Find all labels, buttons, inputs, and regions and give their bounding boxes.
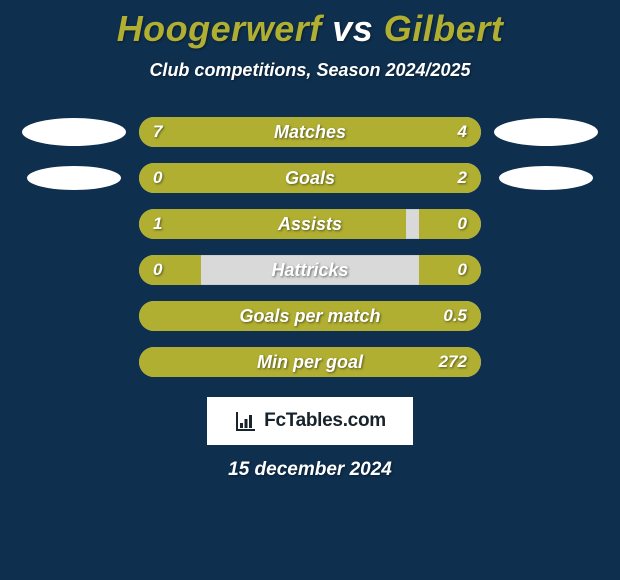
stat-label: Matches bbox=[139, 117, 481, 147]
stat-row: 74Matches bbox=[0, 109, 620, 155]
stat-row: 10Assists bbox=[0, 201, 620, 247]
subtitle: Club competitions, Season 2024/2025 bbox=[0, 60, 620, 81]
stat-label: Goals per match bbox=[139, 301, 481, 331]
stat-bar: 272Min per goal bbox=[139, 347, 481, 377]
stat-label: Min per goal bbox=[139, 347, 481, 377]
footer-date: 15 december 2024 bbox=[0, 459, 620, 481]
left-badge-slot bbox=[21, 166, 127, 190]
stat-bar: 10Assists bbox=[139, 209, 481, 239]
stat-label: Goals bbox=[139, 163, 481, 193]
stat-bar: 00Hattricks bbox=[139, 255, 481, 285]
stat-row: 02Goals bbox=[0, 155, 620, 201]
stat-row: 0.5Goals per match bbox=[0, 293, 620, 339]
stat-bar: 0.5Goals per match bbox=[139, 301, 481, 331]
stat-bar: 02Goals bbox=[139, 163, 481, 193]
stat-rows: 74Matches 02Goals 10Assists 00Hattricks 0.5G… bbox=[0, 109, 620, 385]
chart-icon bbox=[234, 409, 258, 433]
comparison-card: Hoogerwerf vs Gilbert Club competitions,… bbox=[0, 0, 620, 580]
left-badge-slot bbox=[21, 118, 127, 146]
stat-label: Assists bbox=[139, 209, 481, 239]
team-badge-left bbox=[22, 118, 126, 146]
team-badge-right bbox=[499, 166, 593, 190]
stat-row: 272Min per goal bbox=[0, 339, 620, 385]
right-badge-slot bbox=[493, 118, 599, 146]
footer-brand-card: FcTables.com bbox=[207, 397, 413, 445]
title-player-1: Hoogerwerf bbox=[117, 8, 322, 49]
title-vs: vs bbox=[332, 8, 373, 49]
stat-label: Hattricks bbox=[139, 255, 481, 285]
team-badge-left bbox=[27, 166, 121, 190]
title: Hoogerwerf vs Gilbert bbox=[0, 8, 620, 50]
team-badge-right bbox=[494, 118, 598, 146]
stat-bar: 74Matches bbox=[139, 117, 481, 147]
footer-brand-text: FcTables.com bbox=[264, 410, 386, 432]
title-player-2: Gilbert bbox=[384, 8, 504, 49]
stat-row: 00Hattricks bbox=[0, 247, 620, 293]
right-badge-slot bbox=[493, 166, 599, 190]
